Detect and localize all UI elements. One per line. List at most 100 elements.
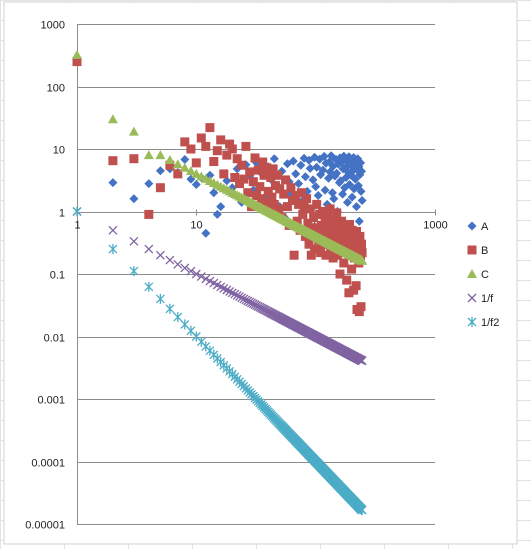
- data-point: [291, 191, 301, 200]
- y-tick-label: 0.1: [50, 270, 65, 282]
- data-point: [129, 236, 139, 246]
- data-point: [107, 114, 118, 124]
- data-point: [288, 156, 298, 166]
- data-point: [339, 258, 349, 268]
- data-point: [258, 157, 268, 167]
- data-point: [306, 250, 316, 260]
- data-point: [230, 173, 240, 182]
- data-point: [129, 154, 139, 164]
- data-point: [318, 207, 327, 216]
- data-point: [108, 178, 118, 188]
- data-point: [216, 202, 226, 212]
- data-point: [180, 263, 190, 273]
- data-point: [330, 214, 340, 224]
- data-point: [354, 216, 364, 226]
- legend-item[interactable]: C: [467, 269, 489, 281]
- data-point: [259, 170, 269, 180]
- data-point: [275, 184, 285, 194]
- y-tick-label: 100: [47, 83, 65, 95]
- data-point: [273, 170, 283, 180]
- data-point: [331, 228, 341, 238]
- data-point: [201, 274, 211, 284]
- data-point: [237, 293, 247, 303]
- data-point: [191, 158, 201, 168]
- y-tick-label: 10: [53, 145, 65, 157]
- data-point: [305, 163, 315, 173]
- data-point: [143, 150, 154, 160]
- data-point: [319, 228, 329, 238]
- data-point: [305, 204, 315, 214]
- data-point: [294, 179, 304, 189]
- data-point: [303, 218, 313, 228]
- data-point: [289, 250, 299, 260]
- data-point: [292, 216, 302, 226]
- data-point: [302, 194, 312, 204]
- data-point: [108, 244, 118, 255]
- data-point: [357, 239, 366, 249]
- data-point: [322, 223, 332, 233]
- data-point: [191, 269, 201, 279]
- data-point: [180, 155, 190, 164]
- legend-label: B: [481, 245, 488, 257]
- data-point: [186, 266, 196, 276]
- data-point: [237, 160, 247, 170]
- legend-item[interactable]: 1/f: [467, 293, 494, 305]
- data-point: [321, 250, 331, 260]
- data-point: [334, 237, 344, 247]
- data-point: [248, 177, 258, 187]
- data-point: [232, 290, 242, 300]
- data-point: [274, 204, 284, 214]
- data-point: [340, 234, 350, 244]
- data-point: [245, 167, 255, 177]
- data-point: [252, 191, 262, 200]
- legend-marker: [467, 245, 477, 255]
- data-point: [345, 220, 354, 229]
- data-point: [209, 157, 219, 166]
- data-point: [232, 154, 242, 164]
- data-point: [227, 288, 237, 298]
- legend-item[interactable]: B: [467, 245, 489, 257]
- data-point: [222, 150, 232, 160]
- data-point: [351, 281, 361, 291]
- data-point: [155, 293, 165, 304]
- data-point: [165, 255, 175, 265]
- data-point: [309, 213, 319, 223]
- data-point: [155, 150, 166, 160]
- data-point: [355, 231, 365, 241]
- y-tick-label: 0.00001: [25, 520, 65, 532]
- data-point: [222, 176, 232, 186]
- data-point: [286, 183, 296, 193]
- data-point: [255, 182, 265, 192]
- data-point: [332, 208, 342, 218]
- data-point: [144, 244, 154, 254]
- data-point: [357, 248, 367, 258]
- data-point: [144, 281, 154, 292]
- data-point: [179, 162, 190, 172]
- data-point: [357, 255, 368, 265]
- x-tick-label: 10: [190, 220, 202, 232]
- data-point: [196, 133, 206, 143]
- data-point: [250, 153, 260, 163]
- data-point: [310, 244, 320, 254]
- data-point: [241, 141, 251, 151]
- data-point: [329, 194, 339, 204]
- data-point: [201, 141, 211, 151]
- data-point: [357, 356, 367, 366]
- data-point: [337, 216, 347, 226]
- chart-area[interactable]: [3, 1, 518, 545]
- data-point: [282, 202, 292, 212]
- data-point: [342, 275, 352, 285]
- data-point: [352, 226, 361, 236]
- legend-item[interactable]: 1/f2: [467, 317, 499, 329]
- legend[interactable]: ABC 1/f 1/f2: [467, 221, 499, 329]
- legend-label: 1/f: [481, 293, 494, 305]
- data-point: [155, 166, 165, 176]
- data-point: [323, 211, 333, 221]
- data-point: [230, 289, 240, 299]
- data-point: [173, 169, 183, 179]
- data-point: [291, 169, 301, 179]
- data-point: [267, 192, 277, 202]
- x-tick-label: 1000: [423, 220, 447, 232]
- legend-item[interactable]: A: [467, 221, 490, 233]
- data-point: [129, 194, 139, 204]
